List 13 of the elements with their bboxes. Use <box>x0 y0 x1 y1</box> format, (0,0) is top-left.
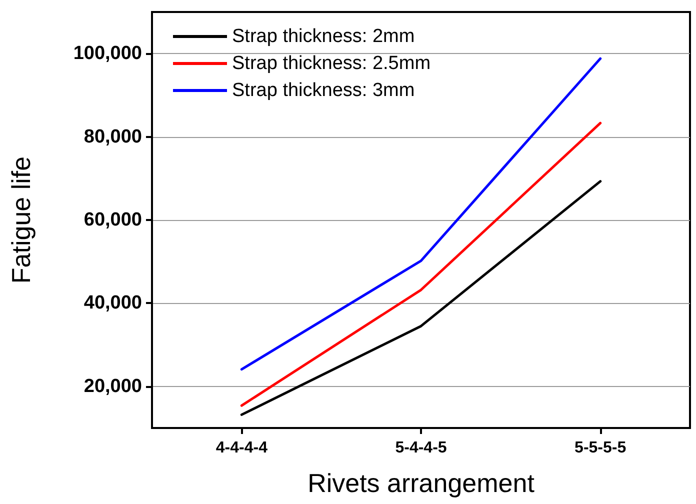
y-tick-label: 20,000 <box>84 376 142 397</box>
x-tick-label: 5-5-5-5 <box>574 440 626 456</box>
y-tick-label: 60,000 <box>84 210 142 230</box>
y-axis-title: Fatigue life <box>6 156 36 284</box>
x-tick-label: 5-4-4-5 <box>395 440 447 456</box>
x-tick-label: 4-4-4-4 <box>216 440 268 456</box>
y-tick-label: 100,000 <box>73 43 142 64</box>
legend-label: Strap thickness: 3mm <box>232 80 415 101</box>
y-tick-label: 40,000 <box>84 292 142 314</box>
legend-label: Strap thickness: 2mm <box>232 26 415 47</box>
legend-label: Strap thickness: 2.5mm <box>232 53 431 74</box>
y-tick-label: 80,000 <box>84 126 142 148</box>
x-axis-title: Rivets arrangement <box>308 468 536 498</box>
